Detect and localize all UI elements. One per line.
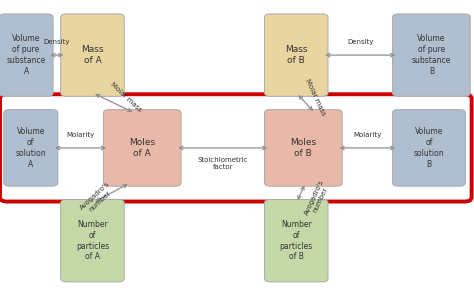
- Text: Density: Density: [347, 39, 374, 45]
- FancyBboxPatch shape: [61, 200, 124, 282]
- Text: Molar mass: Molar mass: [304, 78, 327, 117]
- Text: Molar mass: Molar mass: [109, 81, 142, 113]
- FancyBboxPatch shape: [103, 110, 181, 186]
- FancyBboxPatch shape: [61, 14, 124, 96]
- Text: Volume
of pure
substance
A: Volume of pure substance A: [7, 35, 46, 76]
- Text: Density: Density: [44, 39, 70, 45]
- Text: Avogadro's
number: Avogadro's number: [79, 181, 116, 216]
- Text: Avogadro's
number: Avogadro's number: [304, 179, 331, 219]
- Text: Stoichiometric
factor: Stoichiometric factor: [198, 157, 248, 170]
- FancyBboxPatch shape: [264, 14, 328, 96]
- Text: Number
of
particles
of A: Number of particles of A: [76, 220, 109, 261]
- FancyBboxPatch shape: [264, 110, 342, 186]
- FancyBboxPatch shape: [392, 110, 465, 186]
- Text: Molarity: Molarity: [353, 132, 382, 138]
- Text: Molarity: Molarity: [66, 132, 95, 138]
- Text: Number
of
particles
of B: Number of particles of B: [280, 220, 313, 261]
- FancyBboxPatch shape: [264, 200, 328, 282]
- Text: Moles
of A: Moles of A: [129, 138, 155, 158]
- Text: Mass
of B: Mass of B: [285, 45, 308, 65]
- Text: Volume
of
solution
A: Volume of solution A: [16, 127, 46, 168]
- Text: Mass
of A: Mass of A: [81, 45, 104, 65]
- FancyBboxPatch shape: [392, 14, 470, 96]
- Text: Volume
of
solution
B: Volume of solution B: [414, 127, 444, 168]
- FancyBboxPatch shape: [0, 14, 53, 96]
- Text: Moles
of B: Moles of B: [290, 138, 317, 158]
- Text: Volume
of pure
substance
B: Volume of pure substance B: [412, 35, 451, 76]
- FancyBboxPatch shape: [4, 110, 58, 186]
